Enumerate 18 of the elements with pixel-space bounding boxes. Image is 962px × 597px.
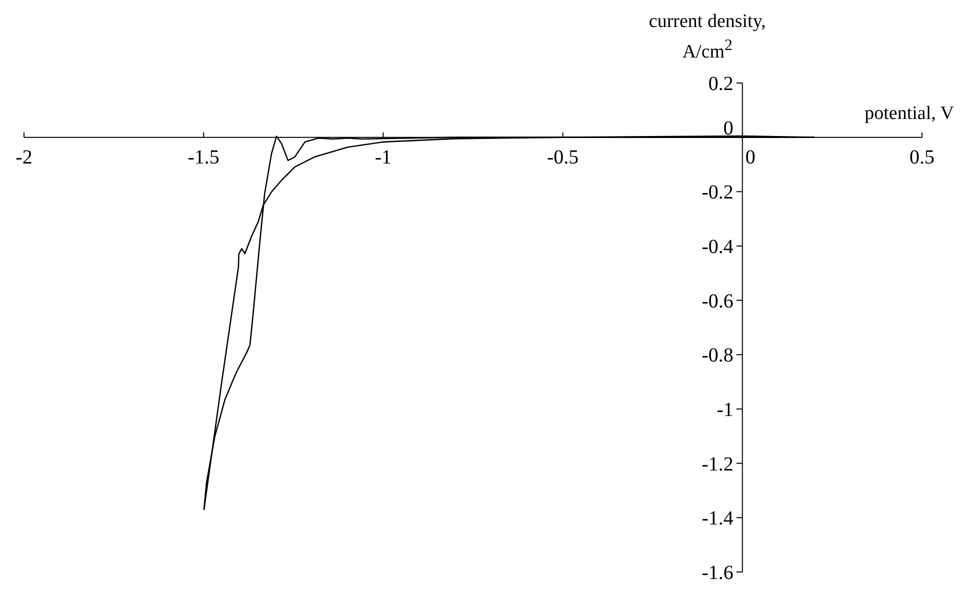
y-tick-label: -1.4 [702,508,734,530]
y-tick-label: 0 [723,117,734,140]
x-tick-label: -2 [16,146,32,168]
y-tick-label: -0.2 [702,182,734,204]
y-tick-label: -0.4 [702,236,734,258]
y-tick-label: -0.6 [702,290,734,312]
x-axis-title: potential, V [864,103,954,126]
x-tick-label: 0 [745,146,756,168]
y-axis-title: current density, A/cm$^{2}$ [648,10,767,64]
y-tick-label: -1.6 [702,562,734,584]
y-tick-label: -1 [716,399,734,421]
y-tick-label: -0.8 [702,344,734,367]
y-tick-label: 0.2 [708,73,734,95]
y-tick-label: -1.2 [702,453,734,476]
x-tick-label: -1.5 [188,146,220,168]
x-tick-label: -1 [374,146,392,168]
x-tick-label: -0.5 [546,146,579,168]
x-tick-label: 0.5 [910,146,934,168]
